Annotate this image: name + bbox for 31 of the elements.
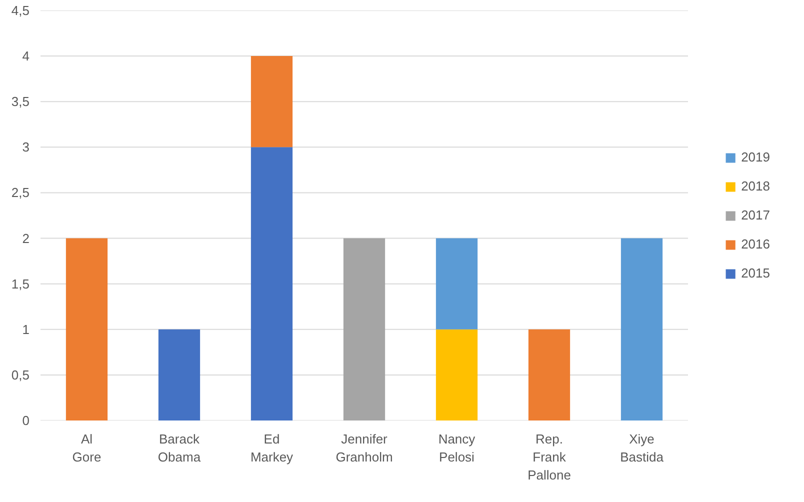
legend-label: 2019 bbox=[741, 150, 770, 164]
bar bbox=[66, 238, 108, 420]
y-tick-label: 4,5 bbox=[11, 3, 30, 18]
y-tick-label: 1 bbox=[22, 322, 30, 337]
bar bbox=[250, 56, 293, 148]
legend-label: 2015 bbox=[741, 266, 770, 280]
y-tick-label: 0,5 bbox=[11, 367, 30, 382]
bar bbox=[528, 329, 570, 420]
y-tick-label: 1,5 bbox=[11, 276, 30, 292]
y-tick-label: 4 bbox=[22, 48, 30, 64]
bar bbox=[620, 238, 663, 420]
bar bbox=[250, 147, 293, 420]
x-tick-label: Xiye Bastida bbox=[620, 432, 664, 464]
bar bbox=[436, 238, 478, 330]
bar bbox=[158, 329, 200, 420]
y-tick-label: 0 bbox=[22, 413, 30, 428]
x-tick-label: Barack Obama bbox=[158, 432, 202, 464]
bar bbox=[343, 238, 386, 420]
x-tick-label: Jennifer Granholm bbox=[336, 432, 393, 464]
legend-label: 2017 bbox=[741, 208, 770, 222]
x-tick-label: Ed Markey bbox=[250, 432, 294, 464]
y-tick-label: 3 bbox=[22, 140, 30, 155]
x-tick-label: Al Gore bbox=[72, 432, 102, 464]
y-tick-label: 3,5 bbox=[11, 94, 30, 110]
x-tick-label: Rep. Frank Pallone bbox=[528, 432, 571, 482]
y-tick-label: 2,5 bbox=[11, 185, 30, 200]
bar bbox=[436, 329, 478, 420]
y-tick-label: 2 bbox=[22, 230, 30, 246]
legend-label: 2018 bbox=[741, 178, 770, 194]
x-tick-label: Nancy Pelosi bbox=[438, 432, 476, 464]
legend-label: 2016 bbox=[741, 236, 770, 252]
